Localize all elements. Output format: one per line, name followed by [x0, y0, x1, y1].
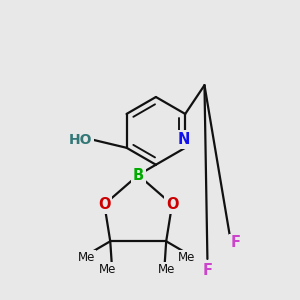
Text: O: O	[98, 197, 111, 212]
Text: F: F	[230, 235, 240, 250]
Text: O: O	[166, 197, 178, 212]
Text: F: F	[202, 263, 212, 278]
Text: N: N	[178, 132, 190, 147]
Text: Me: Me	[158, 263, 175, 276]
Text: B: B	[133, 167, 144, 182]
Text: HO: HO	[69, 133, 93, 147]
Text: Me: Me	[178, 251, 196, 264]
Text: Me: Me	[78, 251, 95, 264]
Text: Me: Me	[99, 263, 116, 276]
